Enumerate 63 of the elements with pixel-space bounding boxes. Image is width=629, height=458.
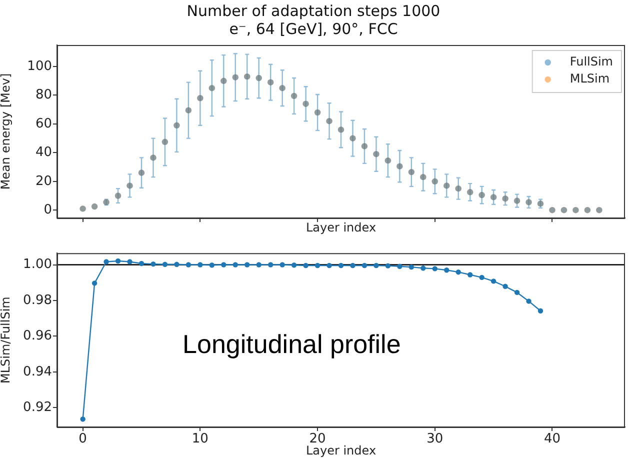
point [408, 264, 414, 270]
point [221, 262, 226, 268]
point [479, 274, 484, 280]
point [256, 262, 262, 268]
point [115, 258, 121, 264]
y-tick-label: 0.92 [23, 400, 52, 416]
point [127, 259, 132, 264]
point [514, 290, 520, 296]
point [338, 262, 344, 268]
point [104, 259, 109, 264]
point [303, 262, 308, 268]
point [198, 262, 203, 268]
point [538, 308, 544, 314]
point [244, 262, 250, 268]
point [138, 260, 144, 266]
point [280, 262, 285, 268]
point [232, 262, 238, 268]
point [209, 262, 215, 268]
y-tick-label: 60 [35, 116, 52, 132]
y-axis-title: Mean energy [Mev] [0, 73, 13, 190]
y-tick-label: 0.94 [23, 364, 52, 380]
y-tick-label: 80 [35, 88, 52, 103]
y-tick-label: 0.96 [23, 328, 52, 344]
point [150, 261, 156, 267]
y-tick-label: 0 [44, 202, 52, 218]
point [186, 262, 192, 268]
y-tick-label: 100 [27, 58, 52, 74]
point [490, 278, 496, 284]
x-axis-title: Layer index [306, 220, 376, 235]
point [397, 264, 402, 269]
point [420, 266, 426, 271]
point [362, 262, 368, 268]
y-tick-label: 1.00 [23, 257, 52, 272]
x-tick-label: 10 [192, 432, 208, 447]
point [92, 280, 98, 286]
point [432, 266, 438, 272]
chart-subtitle: e⁻, 64 [GeV], 90°, FCC [229, 20, 398, 38]
point [291, 262, 297, 268]
y-tick-label: 0.98 [23, 292, 52, 308]
chart-title: Number of adaptation steps 1000 [186, 2, 440, 20]
point [326, 262, 332, 268]
point [385, 263, 391, 268]
point [456, 269, 461, 275]
point [80, 416, 86, 422]
x-tick-label: 40 [544, 432, 561, 447]
x-tick-label: 0 [78, 432, 87, 447]
point [467, 272, 473, 278]
point [174, 262, 180, 268]
y-axis-title: MLSim/FullSim [0, 296, 13, 384]
legend-label: MLSim [570, 72, 610, 86]
legend-label: FullSim [570, 54, 614, 69]
point [162, 262, 168, 268]
point [374, 262, 379, 268]
y-tick-label: 20 [35, 174, 52, 189]
point [526, 298, 532, 304]
x-tick-label: 30 [426, 432, 444, 447]
point [350, 262, 356, 268]
point [268, 262, 274, 268]
annotation: Longitudinal profile [182, 329, 401, 360]
point [314, 262, 320, 268]
point [502, 284, 508, 289]
point [444, 268, 450, 273]
y-tick-label: 40 [35, 145, 52, 160]
